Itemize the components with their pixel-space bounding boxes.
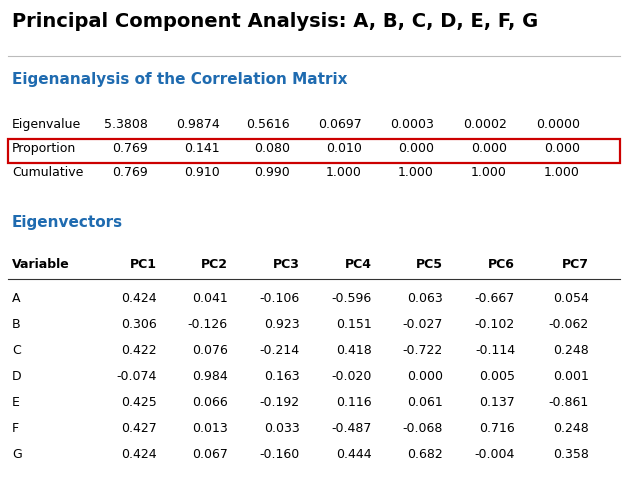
Text: 0.005: 0.005 [479, 370, 515, 383]
Text: 0.067: 0.067 [192, 448, 228, 461]
Text: 1.000: 1.000 [544, 166, 580, 179]
Text: -0.106: -0.106 [260, 292, 300, 305]
Text: 0.306: 0.306 [121, 318, 157, 331]
Text: 0.066: 0.066 [192, 396, 228, 409]
Text: -0.861: -0.861 [549, 396, 589, 409]
Text: PC3: PC3 [273, 258, 300, 271]
Text: -0.214: -0.214 [260, 344, 300, 357]
Text: -0.722: -0.722 [403, 344, 443, 357]
Text: 0.000: 0.000 [471, 142, 507, 155]
Text: PC7: PC7 [562, 258, 589, 271]
Text: 0.769: 0.769 [112, 166, 148, 179]
Text: 5.3808: 5.3808 [104, 118, 148, 131]
Text: 0.063: 0.063 [408, 292, 443, 305]
Text: -0.192: -0.192 [260, 396, 300, 409]
Text: 0.425: 0.425 [121, 396, 157, 409]
Text: 0.990: 0.990 [255, 166, 290, 179]
Text: 0.061: 0.061 [408, 396, 443, 409]
Text: 0.137: 0.137 [479, 396, 515, 409]
Text: A: A [12, 292, 21, 305]
Text: F: F [12, 422, 19, 435]
Text: -0.020: -0.020 [332, 370, 372, 383]
Text: -0.126: -0.126 [188, 318, 228, 331]
Text: -0.114: -0.114 [475, 344, 515, 357]
Text: PC5: PC5 [416, 258, 443, 271]
Text: 0.716: 0.716 [479, 422, 515, 435]
Text: -0.596: -0.596 [332, 292, 372, 305]
Text: C: C [12, 344, 21, 357]
Text: -0.074: -0.074 [117, 370, 157, 383]
Text: 0.682: 0.682 [408, 448, 443, 461]
Text: 0.054: 0.054 [553, 292, 589, 305]
Text: -0.062: -0.062 [549, 318, 589, 331]
Text: 0.010: 0.010 [326, 142, 362, 155]
Text: 0.422: 0.422 [122, 344, 157, 357]
Text: D: D [12, 370, 21, 383]
Text: 0.248: 0.248 [553, 422, 589, 435]
Text: 0.033: 0.033 [264, 422, 300, 435]
Text: 0.769: 0.769 [112, 142, 148, 155]
Text: Principal Component Analysis: A, B, C, D, E, F, G: Principal Component Analysis: A, B, C, D… [12, 12, 538, 31]
Text: 0.041: 0.041 [192, 292, 228, 305]
Text: 0.080: 0.080 [254, 142, 290, 155]
Text: 0.444: 0.444 [336, 448, 372, 461]
Text: PC4: PC4 [345, 258, 372, 271]
Text: 0.000: 0.000 [398, 142, 434, 155]
Text: -0.667: -0.667 [475, 292, 515, 305]
Text: 0.5616: 0.5616 [246, 118, 290, 131]
Text: 0.141: 0.141 [184, 142, 220, 155]
Text: PC6: PC6 [488, 258, 515, 271]
Text: 0.424: 0.424 [122, 448, 157, 461]
Text: 0.9874: 0.9874 [176, 118, 220, 131]
Text: -0.004: -0.004 [475, 448, 515, 461]
Text: -0.102: -0.102 [475, 318, 515, 331]
Text: -0.160: -0.160 [260, 448, 300, 461]
Text: 0.163: 0.163 [265, 370, 300, 383]
Text: 0.001: 0.001 [553, 370, 589, 383]
Text: Variable: Variable [12, 258, 70, 271]
Text: -0.027: -0.027 [403, 318, 443, 331]
Text: 0.984: 0.984 [192, 370, 228, 383]
Text: 0.151: 0.151 [336, 318, 372, 331]
Text: E: E [12, 396, 20, 409]
Text: Proportion: Proportion [12, 142, 76, 155]
Text: B: B [12, 318, 21, 331]
Text: 0.910: 0.910 [184, 166, 220, 179]
Text: 1.000: 1.000 [398, 166, 434, 179]
Text: 0.000: 0.000 [544, 142, 580, 155]
Text: 0.427: 0.427 [121, 422, 157, 435]
Text: 0.0003: 0.0003 [390, 118, 434, 131]
Text: 0.013: 0.013 [192, 422, 228, 435]
Text: 0.0697: 0.0697 [319, 118, 362, 131]
Text: PC2: PC2 [201, 258, 228, 271]
Text: 0.116: 0.116 [336, 396, 372, 409]
Text: -0.068: -0.068 [403, 422, 443, 435]
Text: -0.487: -0.487 [332, 422, 372, 435]
Text: 0.424: 0.424 [122, 292, 157, 305]
Text: 0.0000: 0.0000 [536, 118, 580, 131]
Text: PC1: PC1 [130, 258, 157, 271]
Text: 0.076: 0.076 [192, 344, 228, 357]
Text: Eigenanalysis of the Correlation Matrix: Eigenanalysis of the Correlation Matrix [12, 72, 347, 87]
Text: 0.000: 0.000 [407, 370, 443, 383]
Text: Cumulative: Cumulative [12, 166, 83, 179]
Text: 0.923: 0.923 [265, 318, 300, 331]
Text: 0.248: 0.248 [553, 344, 589, 357]
Text: 0.418: 0.418 [336, 344, 372, 357]
Text: 0.358: 0.358 [553, 448, 589, 461]
Text: Eigenvalue: Eigenvalue [12, 118, 82, 131]
Text: Eigenvectors: Eigenvectors [12, 215, 123, 230]
Text: 1.000: 1.000 [471, 166, 507, 179]
Text: 1.000: 1.000 [326, 166, 362, 179]
Bar [8, 139, 620, 163]
Text: G: G [12, 448, 22, 461]
Text: 0.0002: 0.0002 [463, 118, 507, 131]
